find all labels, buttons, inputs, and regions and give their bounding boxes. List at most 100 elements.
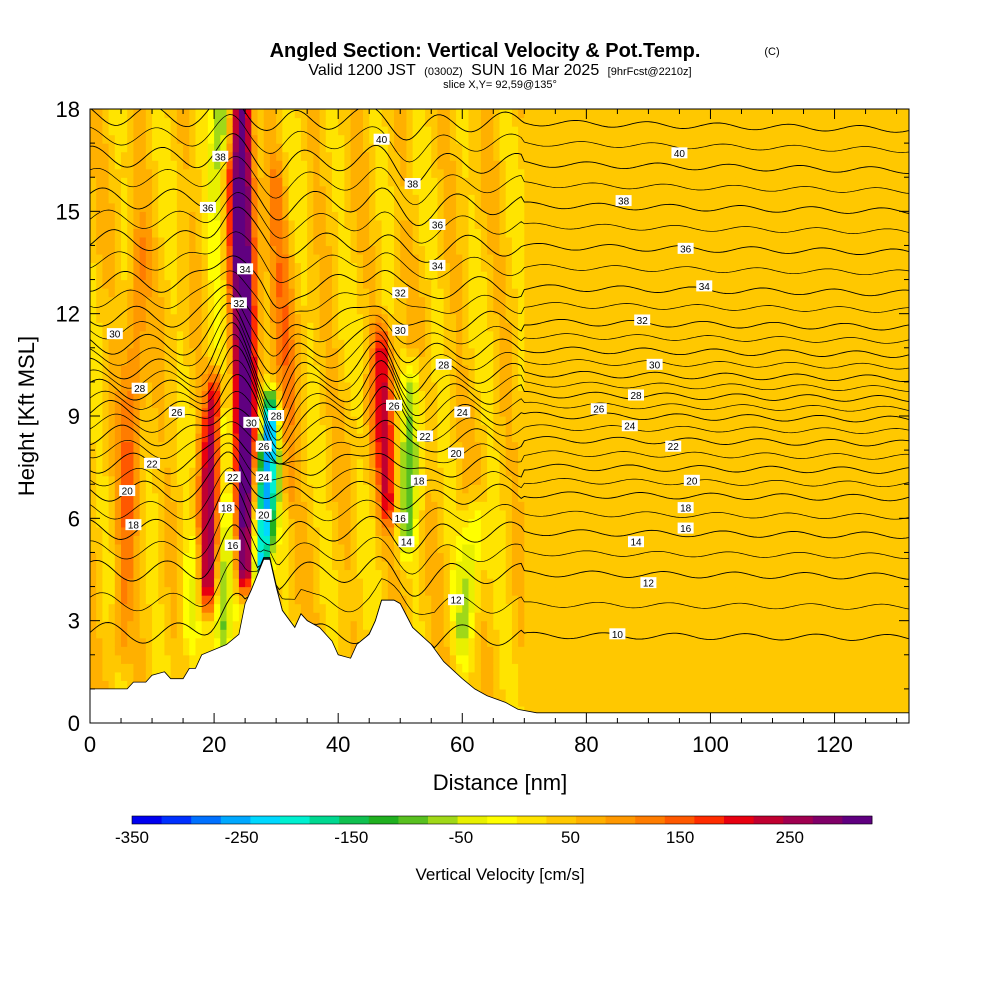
- theta-contour-34: [90, 206, 909, 263]
- contour-label: 20: [683, 474, 700, 487]
- contour-label-text: 14: [630, 538, 642, 549]
- contour-label: 30: [243, 416, 260, 429]
- subtitle-zulu: (0300Z): [424, 66, 463, 78]
- contour-label: 38: [212, 150, 229, 163]
- contour-label-text: 16: [395, 514, 407, 525]
- x-tick-label: 40: [326, 732, 350, 757]
- theta-contour-minor: [90, 334, 909, 420]
- contour-label-text: 36: [680, 244, 692, 255]
- subtitle-date: SUN 16 Mar 2025: [471, 62, 599, 79]
- contour-label: 22: [224, 471, 241, 484]
- colorbar-tick-label: -50: [449, 828, 474, 847]
- colorbar-segment: [842, 816, 873, 824]
- contour-label: 30: [106, 328, 123, 341]
- contour-label-text: 34: [240, 265, 252, 276]
- contour-label: 28: [131, 382, 148, 395]
- colorbar-segment: [309, 816, 340, 824]
- contour-labels: 10 12 12 14 14 16 16 16 18 18 18 18 20 20 20 20 22 22 22 22…: [106, 133, 713, 641]
- terrain: [90, 558, 909, 723]
- colorbar-tick-label: -250: [225, 828, 259, 847]
- colorbar-segment: [516, 816, 547, 824]
- chart-title: Angled Section: Vertical Velocity & Pot.…: [270, 40, 701, 62]
- contour-label: 18: [218, 502, 235, 515]
- contour-label: 24: [255, 471, 272, 484]
- contour-label: 24: [621, 420, 638, 433]
- theta-contour-36: [90, 177, 909, 227]
- contour-label-text: 22: [419, 432, 431, 443]
- y-tick-label: 12: [56, 302, 80, 327]
- contour-label-text: 30: [395, 326, 407, 337]
- contour-label: 36: [677, 242, 694, 255]
- contour-label-text: 10: [612, 630, 624, 641]
- terrain-profile: [90, 558, 909, 723]
- theta-contour-minor: [90, 270, 909, 324]
- contour-label: 10: [609, 628, 626, 641]
- theta-contour-22: [90, 374, 909, 450]
- y-axis-label: Height [Kft MSL]: [14, 336, 39, 496]
- contour-label: 38: [404, 178, 421, 191]
- contour-label: 22: [417, 430, 434, 443]
- theta-contour-16: [90, 451, 909, 510]
- contour-label: 18: [410, 474, 427, 487]
- contour-label: 32: [634, 314, 651, 327]
- theta-contour-32: [90, 255, 909, 309]
- theta-contour-minor: [90, 312, 909, 392]
- contour-label: 40: [373, 133, 390, 146]
- contour-label-text: 30: [246, 418, 258, 429]
- colorbar-segment: [398, 816, 429, 824]
- contour-label: 34: [237, 263, 254, 276]
- theta-contour-12: [90, 524, 909, 597]
- colorbar-tick-label: 150: [666, 828, 694, 847]
- contour-label: 28: [435, 358, 452, 371]
- contour-label: 20: [448, 447, 465, 460]
- contour-label: 16: [224, 539, 241, 552]
- theta-contour-minor: [90, 293, 909, 357]
- contour-label-text: 28: [271, 412, 283, 423]
- chart-subtitle: Valid 1200 JST (0300Z) SUN 16 Mar 2025 […: [308, 62, 691, 79]
- colorbar-segment: [605, 816, 636, 824]
- colorbar-tick-label: -350: [115, 828, 149, 847]
- theta-contour-40: [90, 109, 909, 141]
- colorbar-segment: [812, 816, 843, 824]
- contour-label-text: 20: [686, 476, 698, 487]
- contour-label-text: 30: [109, 330, 121, 341]
- contour-label: 30: [392, 324, 409, 337]
- contour-label-text: 34: [432, 261, 444, 272]
- contour-label: 16: [677, 522, 694, 535]
- theta-contour-minor: [90, 442, 909, 490]
- theta-contour-minor: [90, 467, 909, 532]
- x-tick-label: 20: [202, 732, 226, 757]
- contour-label-text: 28: [630, 391, 642, 402]
- chart-title-unit: (C): [764, 46, 779, 58]
- contour-label-text: 24: [457, 408, 469, 419]
- contour-label: 20: [119, 485, 136, 498]
- theta-contour-minor: [90, 558, 909, 615]
- velocity-field: [90, 109, 909, 723]
- theta-contour-minor: [90, 114, 909, 163]
- y-tick-label: 15: [56, 199, 80, 224]
- colorbar-segment: [250, 816, 281, 824]
- contour-label-text: 32: [637, 316, 649, 327]
- contour-label: 28: [268, 410, 285, 423]
- theta-contour-minor: [90, 359, 909, 441]
- contour-label-text: 18: [221, 504, 233, 515]
- contour-label: 36: [199, 201, 216, 214]
- y-tick-label: 18: [56, 97, 80, 122]
- y-tick-label: 0: [68, 711, 80, 736]
- contour-label: 24: [454, 406, 471, 419]
- colorbar-segment: [339, 816, 370, 824]
- colorbar-segment: [132, 816, 162, 824]
- contour-label: 32: [392, 287, 409, 300]
- colorbar-tick-label: 250: [776, 828, 804, 847]
- contour-label-text: 28: [438, 360, 450, 371]
- contour-label-text: 18: [680, 504, 692, 515]
- colorbar-segment: [694, 816, 725, 824]
- theta-contour-30: [90, 284, 909, 340]
- contour-label-text: 26: [593, 405, 605, 416]
- subtitle-forecast: [9hrFcst@2210z]: [608, 66, 692, 78]
- contour-label: 32: [230, 297, 247, 310]
- colorbar-segment: [220, 816, 251, 824]
- contour-label-text: 38: [407, 180, 419, 191]
- contour-label: 12: [448, 594, 465, 607]
- contour-label: 18: [125, 519, 142, 532]
